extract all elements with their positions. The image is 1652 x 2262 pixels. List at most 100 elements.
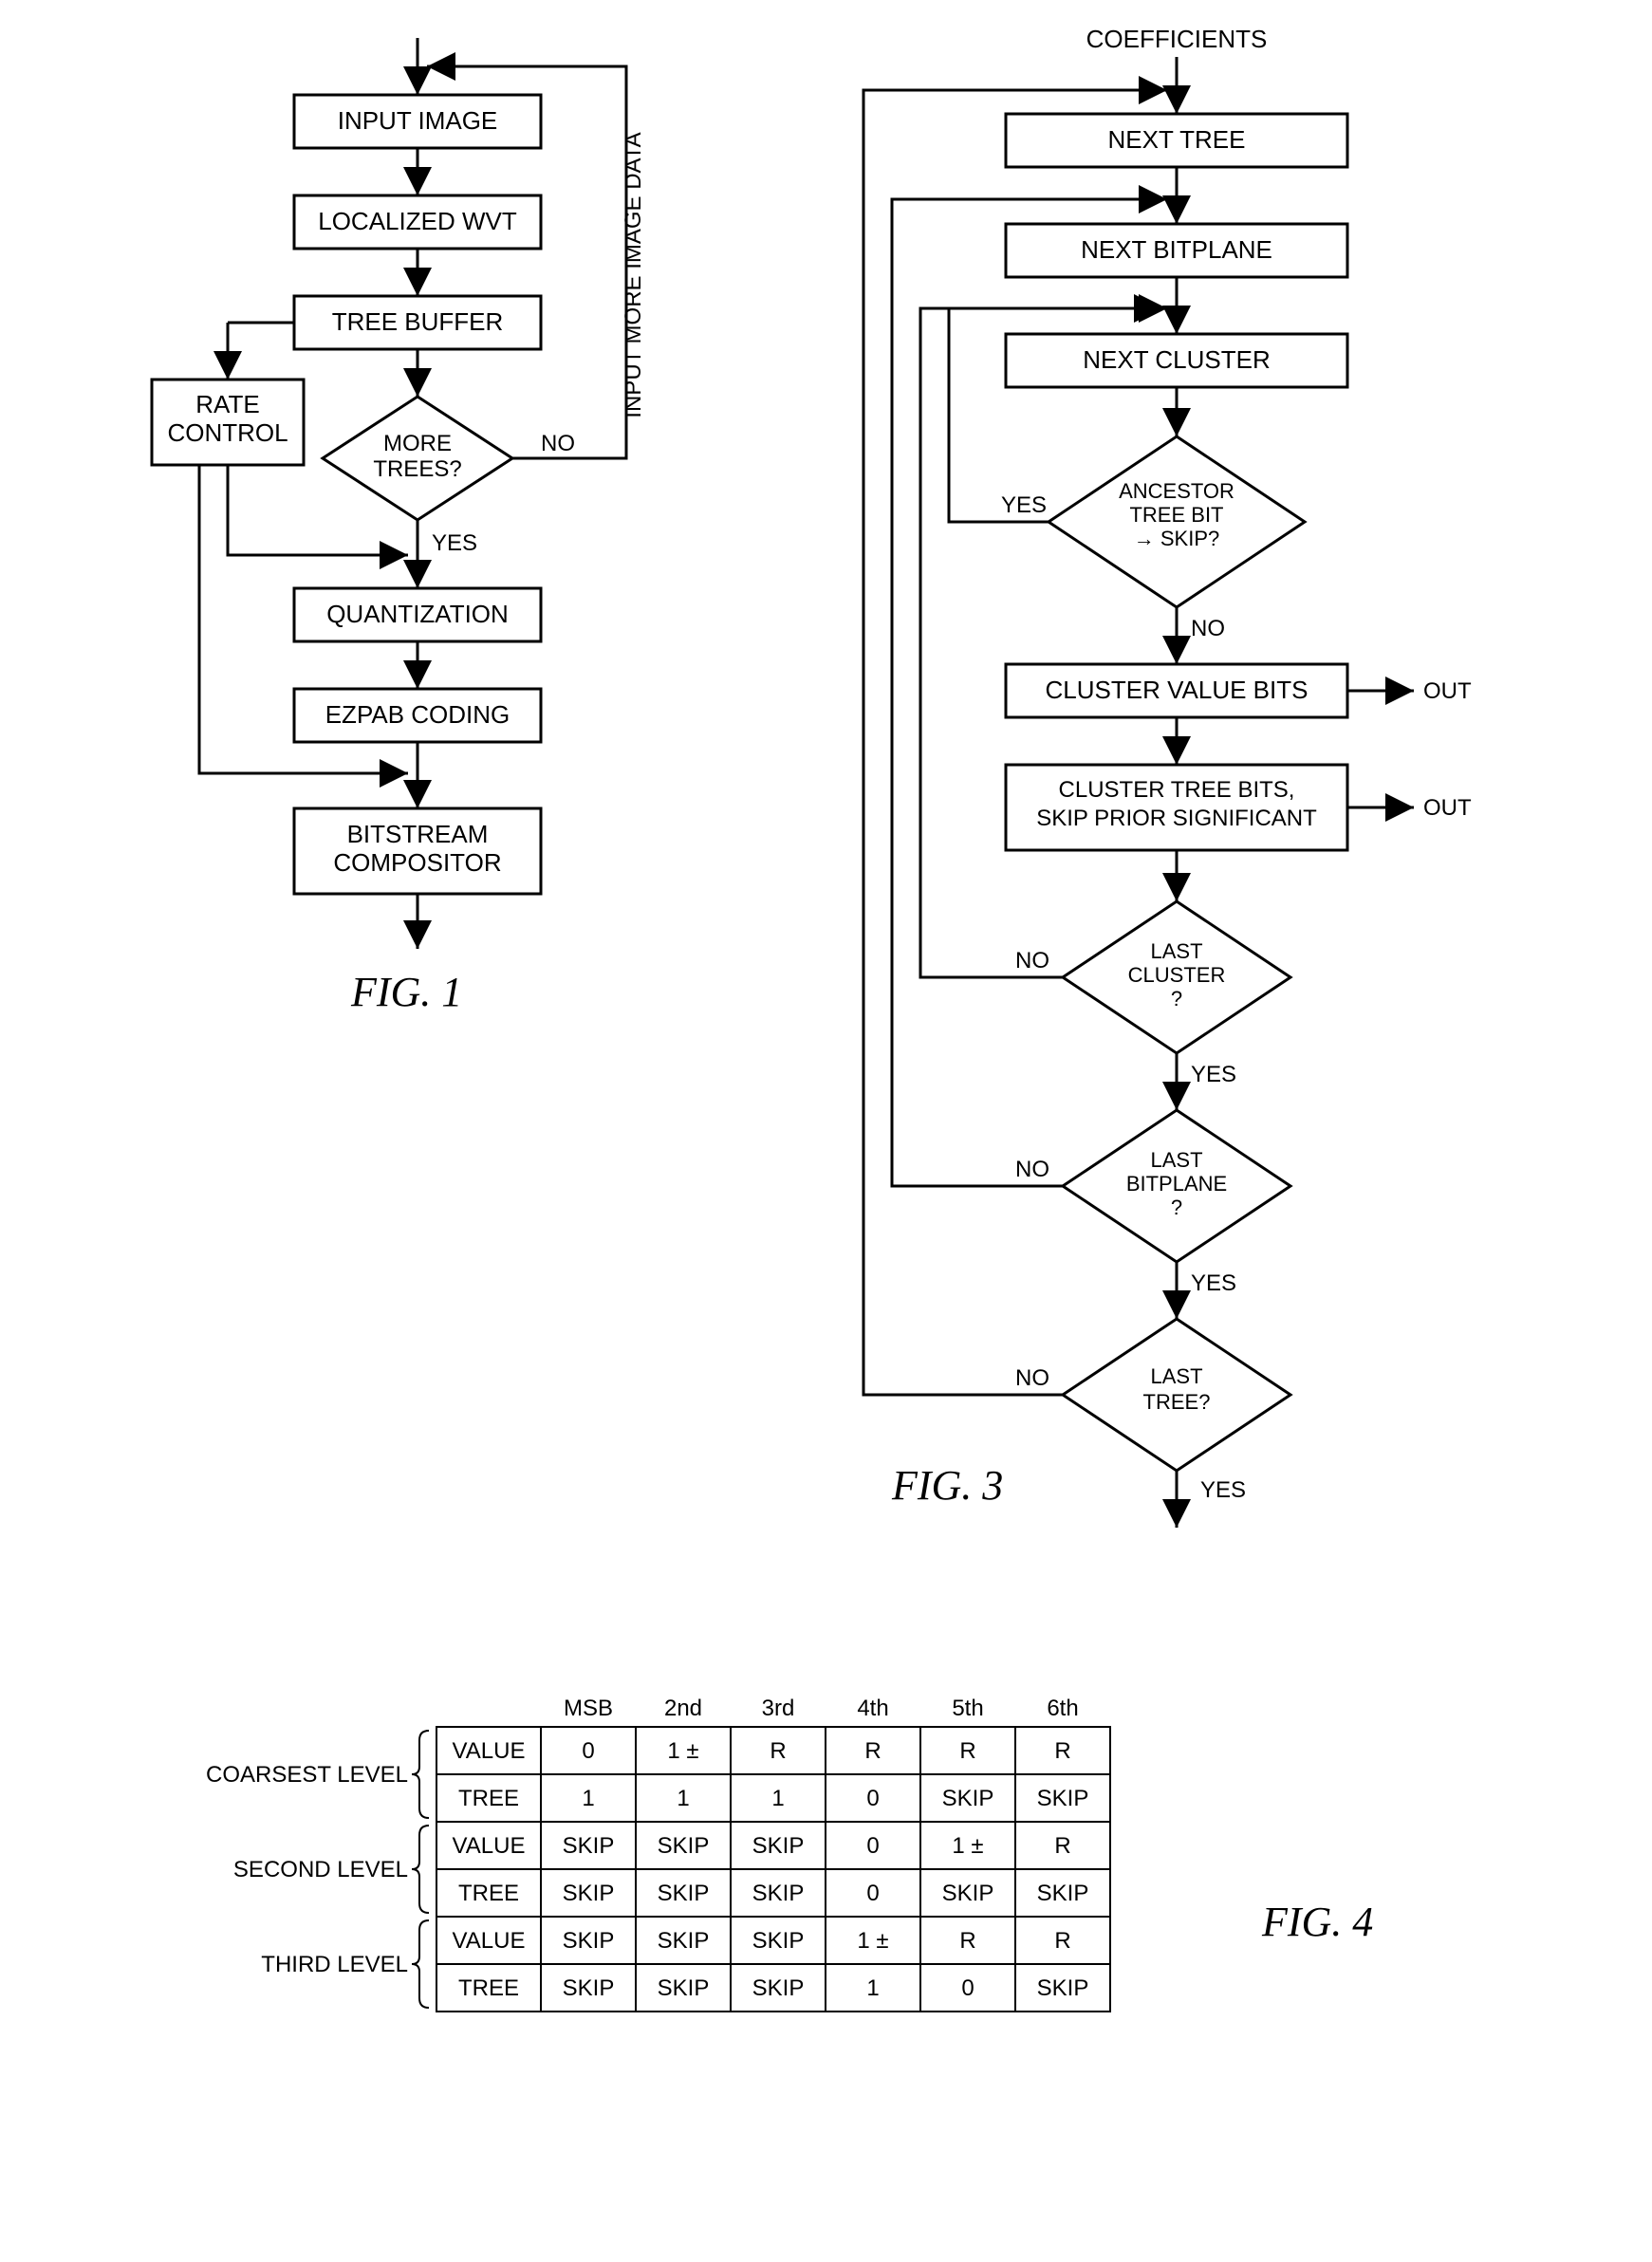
box-bitstream-1: BITSTREAM	[347, 820, 489, 848]
table-cell-text: SKIP	[752, 1975, 805, 2001]
table-cell-text: 1 ±	[667, 1738, 698, 1764]
fig1-flowchart: INPUT IMAGE LOCALIZED WVT TREE BUFFER RA…	[152, 38, 646, 1015]
table-cell-text: R	[1054, 1833, 1070, 1859]
table-cell-text: SKIP	[658, 1928, 710, 1954]
table-cell-text: SKIP	[658, 1833, 710, 1859]
brace-icon	[412, 1826, 429, 1913]
box-tree-buffer: TREE BUFFER	[332, 307, 504, 336]
label-coefficients: COEFFICIENTS	[1086, 25, 1268, 53]
table-col-header: MSB	[564, 1696, 613, 1721]
table-cell-text: SKIP	[563, 1833, 615, 1859]
edge-no-lt: NO	[1015, 1365, 1049, 1391]
table-cell-text: SKIP	[942, 1786, 994, 1811]
diamond-more-trees-1: MORE	[383, 431, 452, 456]
edge-out-2: OUT	[1423, 795, 1472, 821]
table-cell-text: 0	[582, 1738, 594, 1764]
edge-yes-lt: YES	[1200, 1477, 1246, 1503]
table-cell-text: 0	[866, 1786, 879, 1811]
table-cell-text: SKIP	[752, 1833, 805, 1859]
edge-input-more: INPUT MORE IMAGE DATA	[621, 132, 646, 417]
svg-text:CLUSTER: CLUSTER	[1128, 963, 1226, 987]
table-cell-text: 1 ±	[952, 1833, 983, 1859]
svg-text:TREE?: TREE?	[1143, 1390, 1211, 1414]
table-row-label: TREE	[458, 1881, 519, 1906]
table-cell-text: SKIP	[563, 1975, 615, 2001]
table-cell-text: SKIP	[1037, 1786, 1089, 1811]
table-cell-text: 0	[866, 1881, 879, 1906]
table-cell-text: 0	[961, 1975, 974, 2001]
table-cell-text: R	[959, 1928, 975, 1954]
box-quantization: QUANTIZATION	[326, 600, 509, 628]
box-bitstream-2: COMPOSITOR	[333, 848, 501, 877]
svg-text:?: ?	[1171, 1196, 1182, 1219]
table-col-header: 6th	[1047, 1696, 1078, 1721]
table-cell-text: SKIP	[942, 1881, 994, 1906]
edge-yes-lc: YES	[1191, 1062, 1236, 1087]
table-group-label: COARSEST LEVEL	[206, 1762, 408, 1788]
table-row-label: TREE	[458, 1786, 519, 1811]
table-cell-text: SKIP	[563, 1881, 615, 1906]
fig4-caption: FIG. 4	[1261, 1899, 1373, 1945]
box-localized-wvt: LOCALIZED WVT	[318, 207, 517, 235]
edge-yes-lb: YES	[1191, 1270, 1236, 1296]
table-row-label: VALUE	[453, 1928, 526, 1954]
box-rate-control-1: RATE	[195, 390, 259, 418]
table-group-label: SECOND LEVEL	[233, 1857, 408, 1882]
table-cell-text: SKIP	[752, 1928, 805, 1954]
svg-text:?: ?	[1171, 987, 1182, 1010]
table-row-label: TREE	[458, 1975, 519, 2001]
box-ezpab: EZPAB CODING	[325, 700, 510, 729]
table-cell-text: R	[959, 1738, 975, 1764]
svg-text:TREE BIT: TREE BIT	[1129, 503, 1223, 527]
table-col-header: 4th	[857, 1696, 888, 1721]
table-row-label: VALUE	[453, 1833, 526, 1859]
box-input-image: INPUT IMAGE	[338, 106, 498, 135]
fig4-table: MSB 2nd 3rd 4th 5th 6th VALUE 0 1 ± R R R R TREE 1 1 1 0 S…	[206, 1696, 1373, 2012]
table-col-header: 2nd	[664, 1696, 702, 1721]
table-cell-text: R	[770, 1738, 786, 1764]
table-group-label: THIRD LEVEL	[261, 1952, 408, 1977]
svg-text:CLUSTER TREE BITS,: CLUSTER TREE BITS,	[1059, 777, 1295, 803]
box-cluster-value: CLUSTER VALUE BITS	[1046, 676, 1309, 704]
edge-no-lb: NO	[1015, 1157, 1049, 1182]
table-cell-text: SKIP	[658, 1975, 710, 2001]
table-cell-text: R	[1054, 1928, 1070, 1954]
table-cell-text: 1 ±	[857, 1928, 888, 1954]
table-cell-text: SKIP	[1037, 1881, 1089, 1906]
table-cell-text: R	[1054, 1738, 1070, 1764]
table-col-header: 3rd	[762, 1696, 795, 1721]
brace-icon	[412, 1731, 429, 1818]
edge-no-lc: NO	[1015, 948, 1049, 973]
table-cell-text: SKIP	[563, 1928, 615, 1954]
fig1-caption: FIG. 1	[350, 969, 462, 1015]
svg-text:LAST: LAST	[1150, 1364, 1202, 1388]
edge-yes: YES	[432, 530, 477, 556]
table-row-label: VALUE	[453, 1738, 526, 1764]
svg-text:LAST: LAST	[1150, 939, 1202, 963]
edge-yes-ancestor: YES	[1001, 492, 1047, 518]
svg-text:ANCESTOR: ANCESTOR	[1119, 479, 1234, 503]
brace-icon	[412, 1920, 429, 2008]
box-next-cluster: NEXT CLUSTER	[1083, 345, 1270, 374]
table-cell-text: SKIP	[658, 1881, 710, 1906]
table-col-header: 5th	[952, 1696, 983, 1721]
box-rate-control-2: CONTROL	[167, 418, 288, 447]
table-cell-text: R	[864, 1738, 881, 1764]
table-cell-text: 1	[677, 1786, 689, 1811]
edge-no: NO	[541, 431, 575, 456]
edge-no-ancestor: NO	[1191, 616, 1225, 641]
table-cell-text: 1	[866, 1975, 879, 2001]
box-next-tree: NEXT TREE	[1108, 125, 1246, 154]
svg-text:BITPLANE: BITPLANE	[1126, 1172, 1227, 1196]
diamond-more-trees-2: TREES?	[373, 456, 461, 482]
table-cell-text: SKIP	[752, 1881, 805, 1906]
table-cell-text: 1	[582, 1786, 594, 1811]
svg-text:SKIP PRIOR SIGNIFICANT: SKIP PRIOR SIGNIFICANT	[1036, 806, 1317, 831]
table-cell-text: 1	[771, 1786, 784, 1811]
svg-text:LAST: LAST	[1150, 1148, 1202, 1172]
table-cell-text: SKIP	[1037, 1975, 1089, 2001]
table-cell-text: 0	[866, 1833, 879, 1859]
box-next-bitplane: NEXT BITPLANE	[1081, 235, 1272, 264]
fig3-caption: FIG. 3	[891, 1462, 1003, 1509]
edge-out-1: OUT	[1423, 678, 1472, 704]
